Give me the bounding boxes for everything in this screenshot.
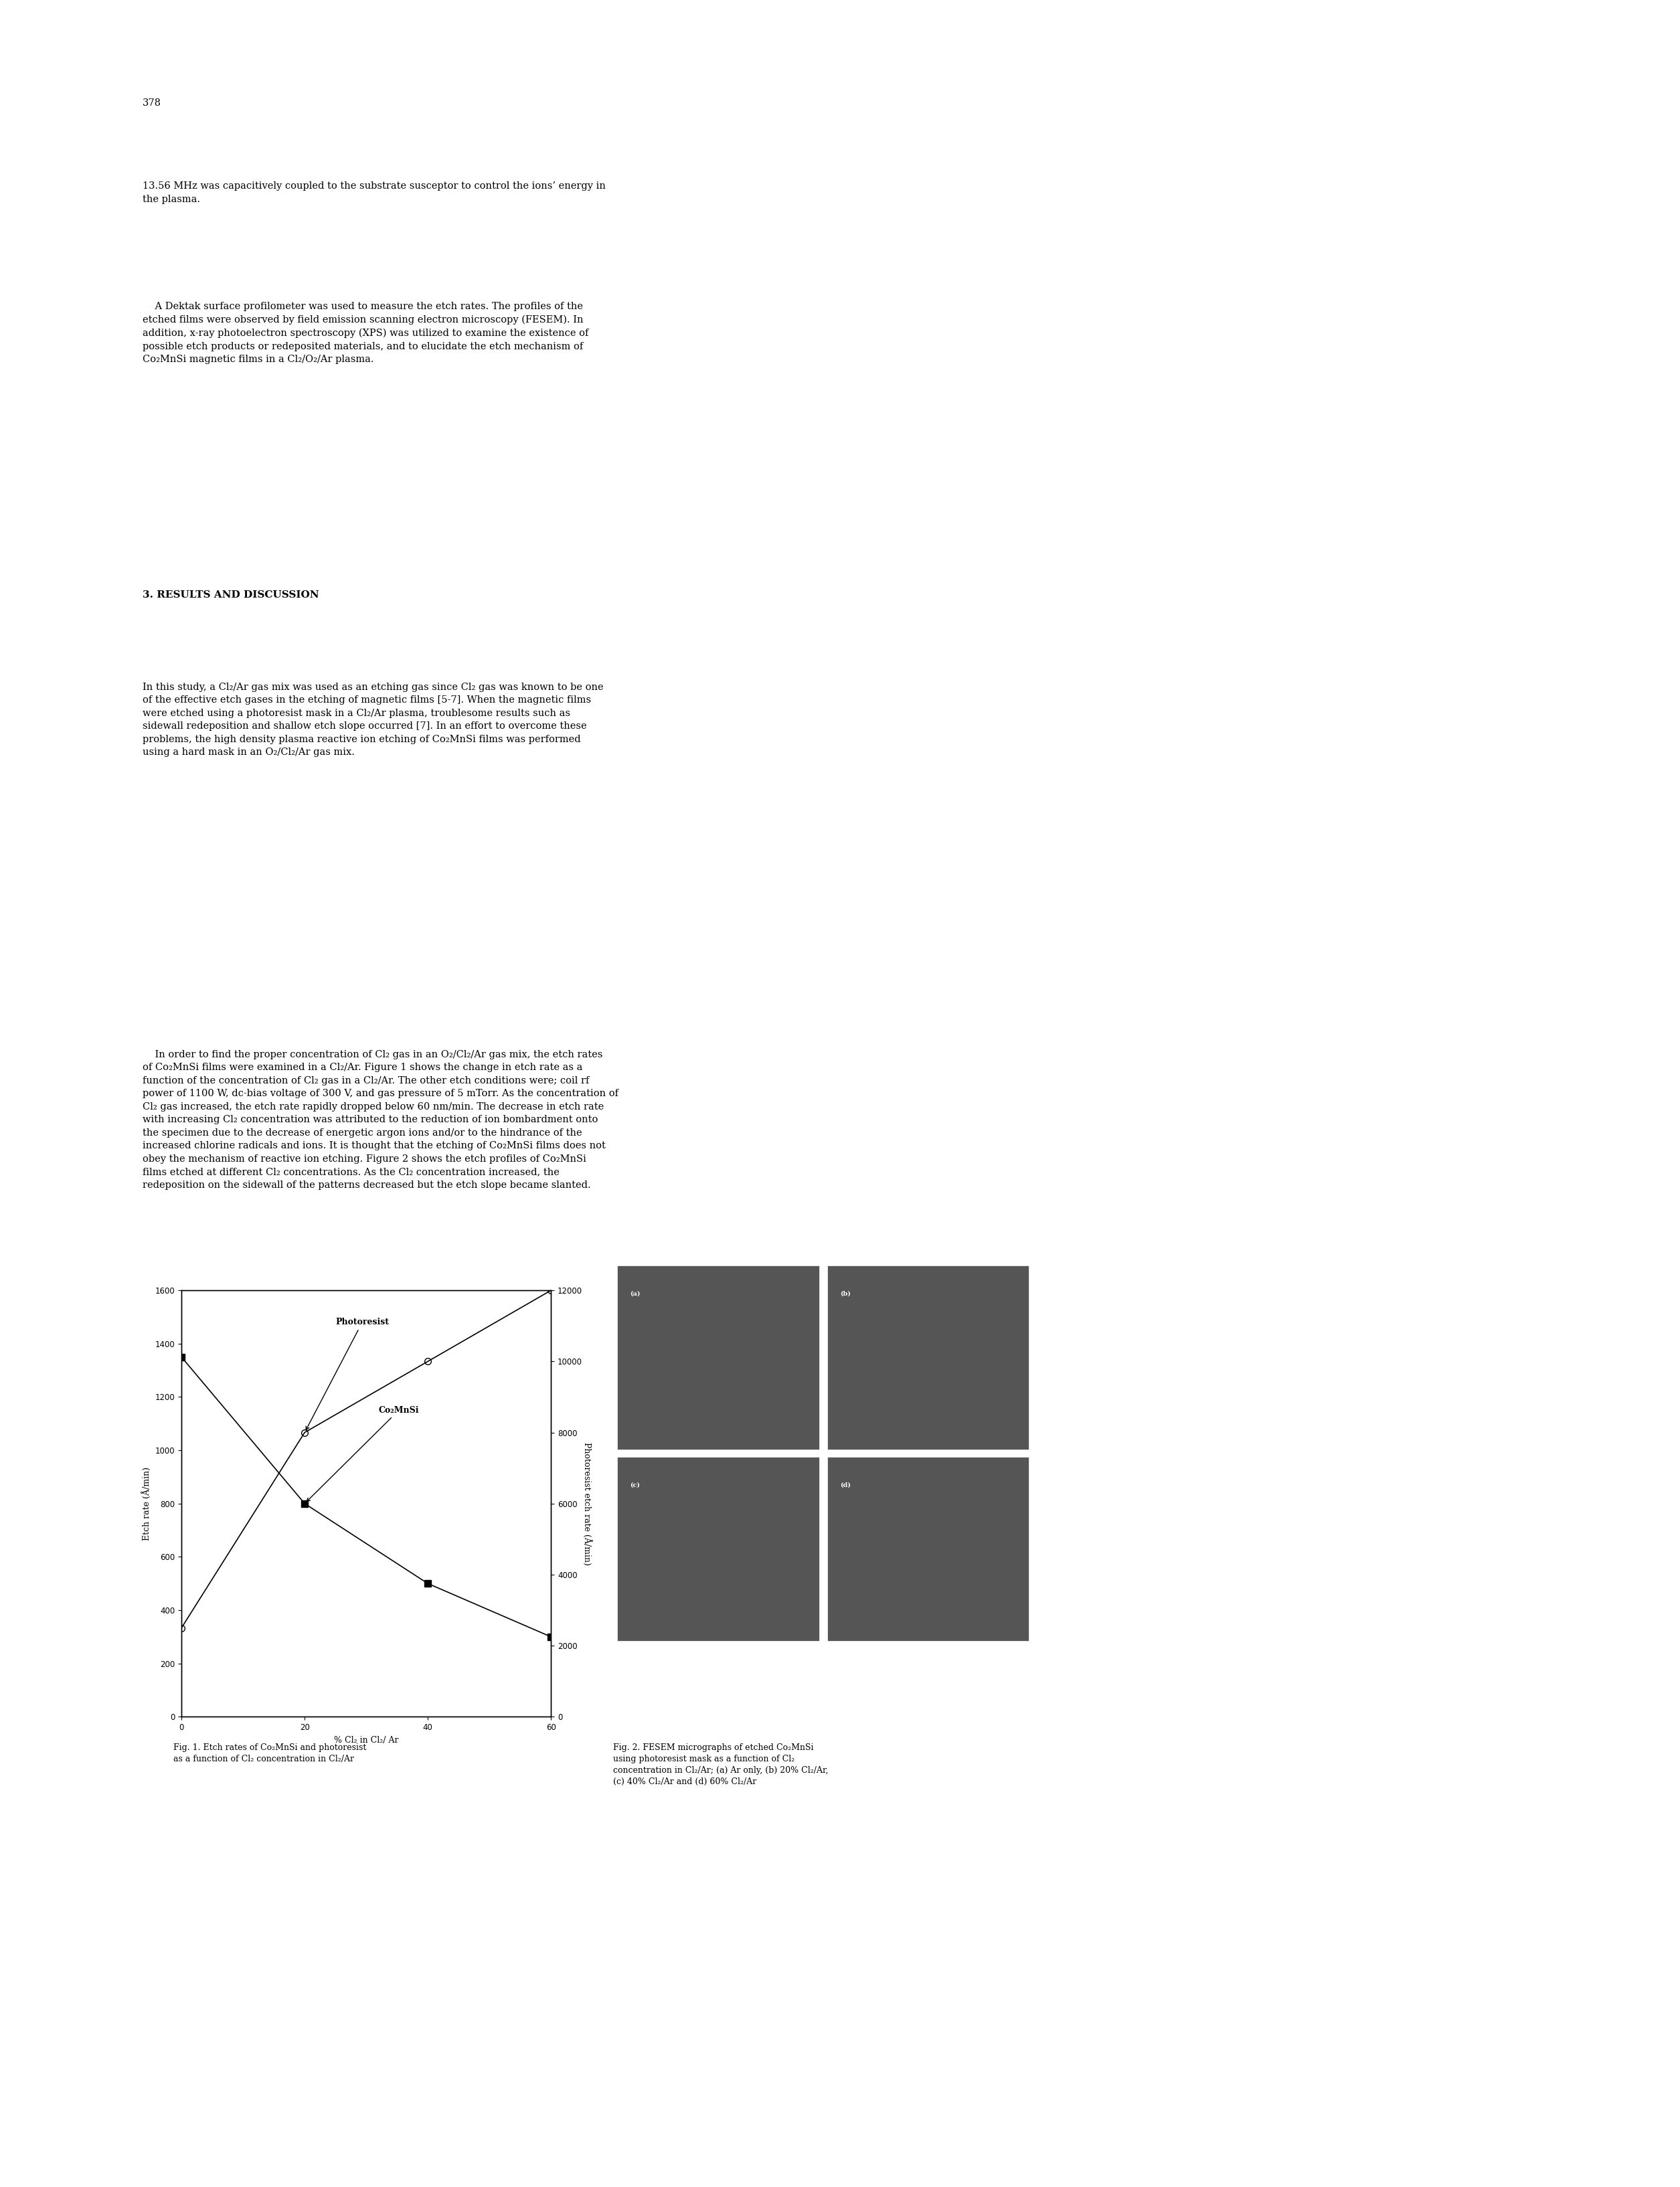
X-axis label: % Cl₂ in Cl₂/ Ar: % Cl₂ in Cl₂/ Ar — [334, 1736, 398, 1745]
Text: (c): (c) — [630, 1483, 640, 1487]
Bar — [828, 1457, 1030, 1640]
Text: (d): (d) — [840, 1483, 850, 1487]
Bar — [618, 1457, 820, 1640]
Y-axis label: Etch rate (Å/min): Etch rate (Å/min) — [143, 1467, 151, 1540]
Text: In this study, a Cl₂/Ar gas mix was used as an etching gas since Cl₂ gas was kno: In this study, a Cl₂/Ar gas mix was used… — [143, 682, 603, 757]
Text: Fig. 2. FESEM micrographs of etched Co₂MnSi
using photoresist mask as a function: Fig. 2. FESEM micrographs of etched Co₂M… — [613, 1743, 828, 1787]
Text: (b): (b) — [840, 1290, 850, 1297]
Text: Fig. 1. Etch rates of Co₂MnSi and photoresist
as a function of Cl₂ concentration: Fig. 1. Etch rates of Co₂MnSi and photor… — [173, 1743, 366, 1763]
Text: 3. RESULTS AND DISCUSSION: 3. RESULTS AND DISCUSSION — [143, 590, 319, 599]
Text: (a): (a) — [630, 1290, 640, 1297]
Text: Co₂MnSi: Co₂MnSi — [307, 1406, 418, 1502]
Text: A Dektak surface profilometer was used to measure the etch rates. The profiles o: A Dektak surface profilometer was used t… — [143, 302, 588, 365]
Y-axis label: Photoresist etch rate (Å/min): Photoresist etch rate (Å/min) — [583, 1441, 591, 1566]
Text: 13.56 MHz was capacitively coupled to the substrate susceptor to control the ion: 13.56 MHz was capacitively coupled to th… — [143, 182, 606, 203]
Text: Photoresist: Photoresist — [306, 1319, 390, 1430]
Bar — [828, 1266, 1030, 1450]
Text: In order to find the proper concentration of Cl₂ gas in an O₂/Cl₂/Ar gas mix, th: In order to find the proper concentratio… — [143, 1050, 618, 1190]
Text: 378: 378 — [143, 98, 161, 107]
Bar — [618, 1266, 820, 1450]
